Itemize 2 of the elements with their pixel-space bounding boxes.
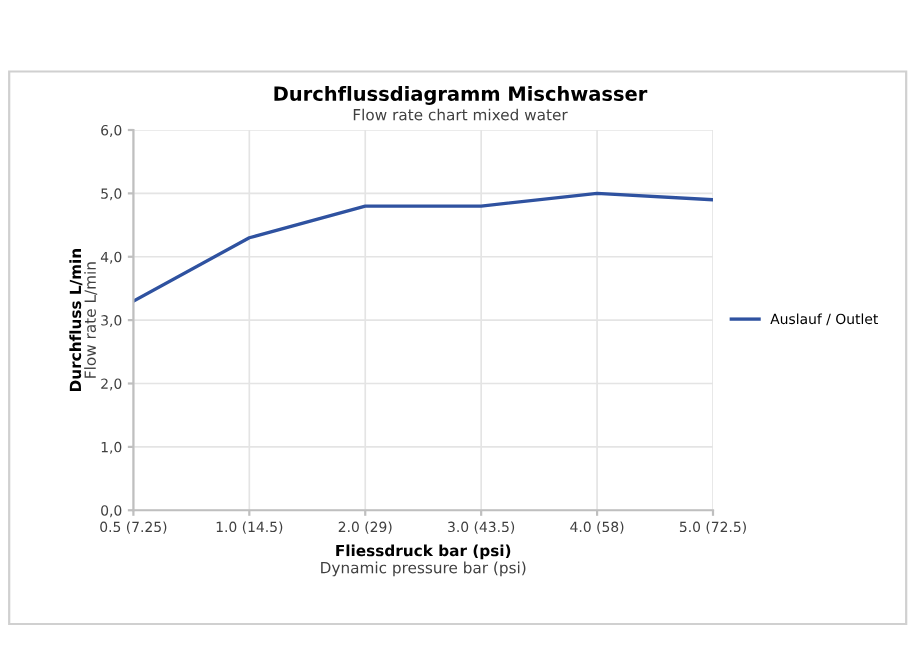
line-series [133,191,713,303]
chart-title: Durchflussdiagramm Mischwasser [274,85,648,105]
